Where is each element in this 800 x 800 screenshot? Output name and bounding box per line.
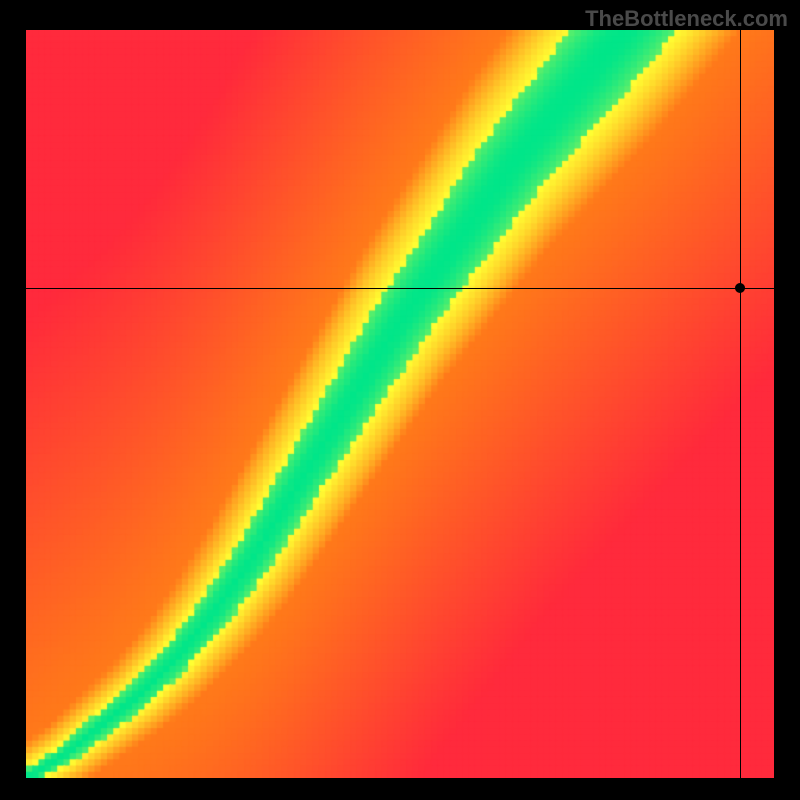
crosshair-vertical: [740, 30, 741, 778]
watermark-text: TheBottleneck.com: [585, 6, 788, 32]
heatmap-canvas: [26, 30, 774, 778]
crosshair-horizontal: [26, 288, 774, 289]
heatmap-plot: [26, 30, 774, 778]
crosshair-marker: [735, 283, 745, 293]
